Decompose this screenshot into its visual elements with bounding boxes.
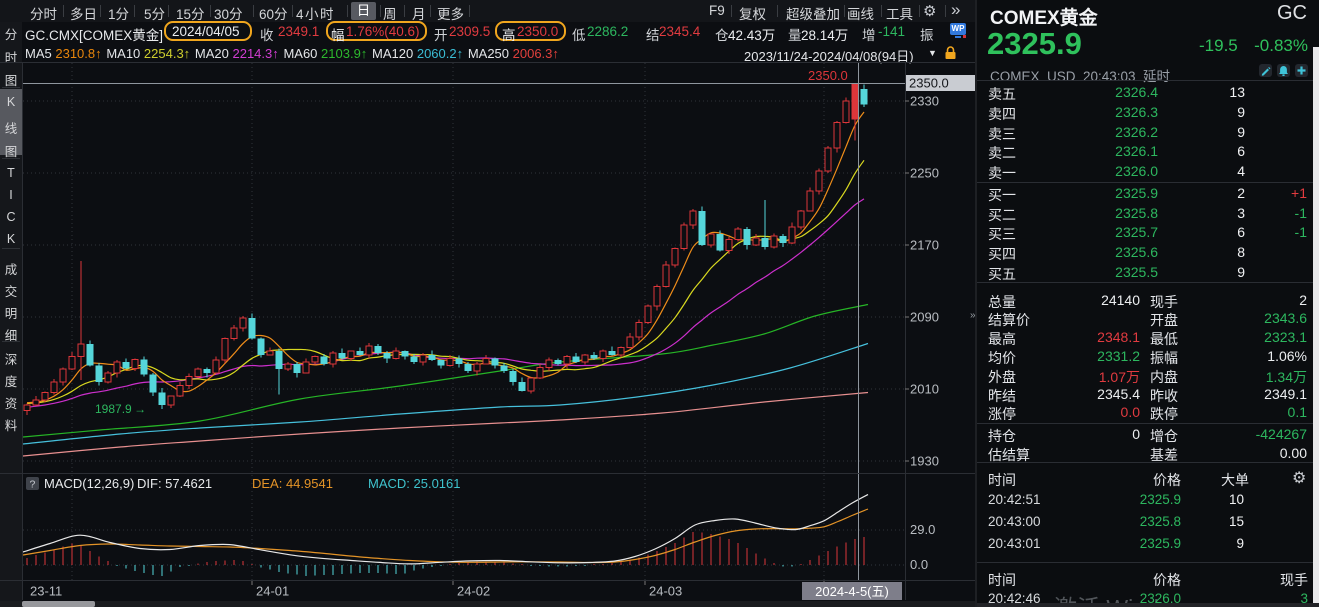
svg-text:2170: 2170: [910, 238, 939, 253]
svg-text:MACD: 25.0161: MACD: 25.0161: [368, 476, 461, 491]
svg-text:29.0: 29.0: [910, 522, 935, 537]
svg-text:DIF: 57.4621: DIF: 57.4621: [137, 476, 212, 491]
svg-text:2250: 2250: [910, 166, 939, 181]
svg-text:2350.0: 2350.0: [909, 76, 949, 91]
svg-text:?: ?: [30, 479, 36, 491]
svg-text:DEA: 44.9541: DEA: 44.9541: [252, 476, 333, 491]
svg-text:MACD(12,26,9): MACD(12,26,9): [44, 476, 134, 491]
svg-text:24-02: 24-02: [457, 584, 490, 599]
svg-text:»: »: [970, 310, 976, 321]
svg-text:1987.9 →: 1987.9 →: [95, 402, 146, 416]
svg-text:23-11: 23-11: [30, 584, 62, 599]
svg-text:24-03: 24-03: [649, 584, 682, 599]
svg-text:0.0: 0.0: [910, 557, 928, 572]
svg-text:2350.0: 2350.0: [808, 68, 848, 83]
svg-text:2010: 2010: [910, 382, 939, 397]
svg-text:2330: 2330: [910, 94, 939, 109]
svg-text:1930: 1930: [910, 454, 939, 469]
svg-text:24-01: 24-01: [256, 584, 289, 599]
svg-text:2024-4-5(五): 2024-4-5(五): [815, 584, 889, 599]
svg-text:2090: 2090: [910, 310, 939, 325]
